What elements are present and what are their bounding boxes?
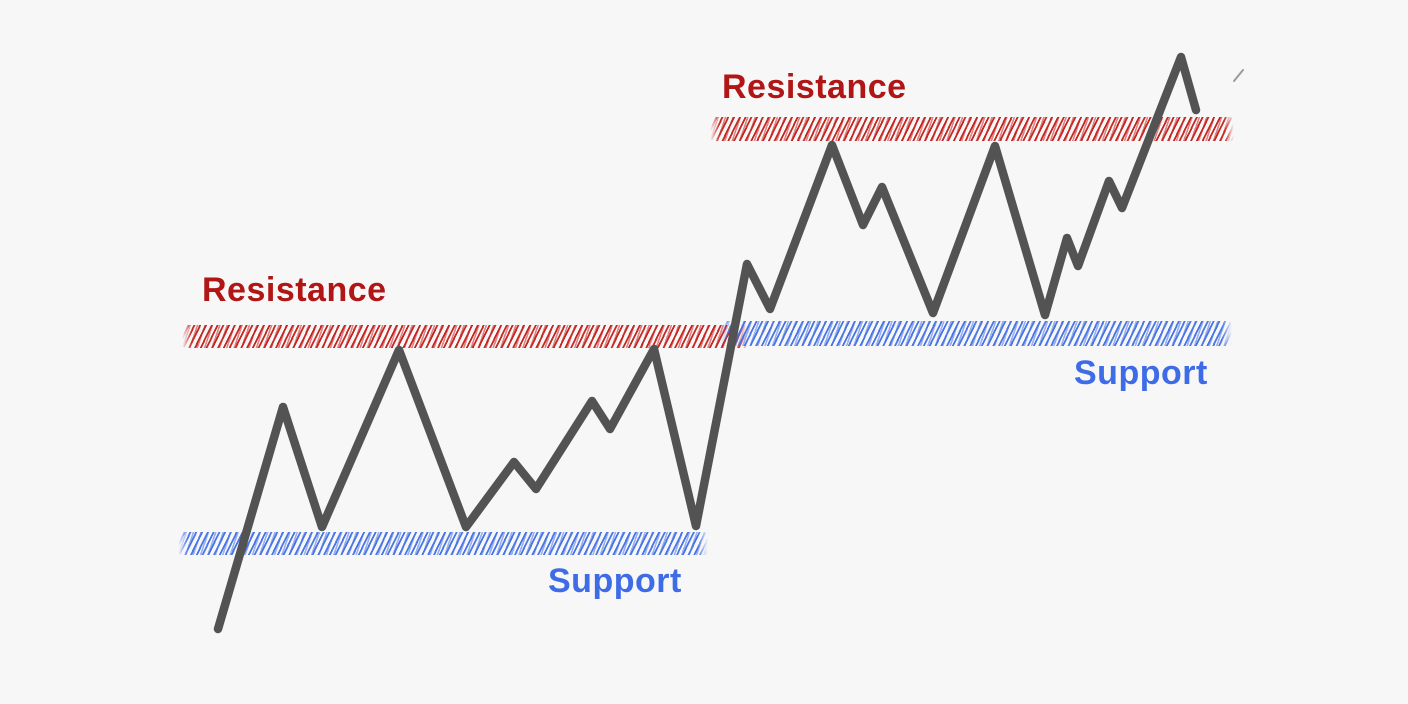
lower-support-band <box>178 532 708 555</box>
upper-support-band <box>721 321 1232 346</box>
lower-resistance-band <box>182 325 748 348</box>
lower-resistance-label: Resistance <box>202 271 387 309</box>
stray-tick-stroke <box>1233 69 1244 82</box>
upper-resistance-label: Resistance <box>722 68 907 106</box>
price-zigzag-line <box>213 52 1201 634</box>
lower-support-label: Support <box>548 562 682 600</box>
upper-support-label: Support <box>1074 354 1208 392</box>
